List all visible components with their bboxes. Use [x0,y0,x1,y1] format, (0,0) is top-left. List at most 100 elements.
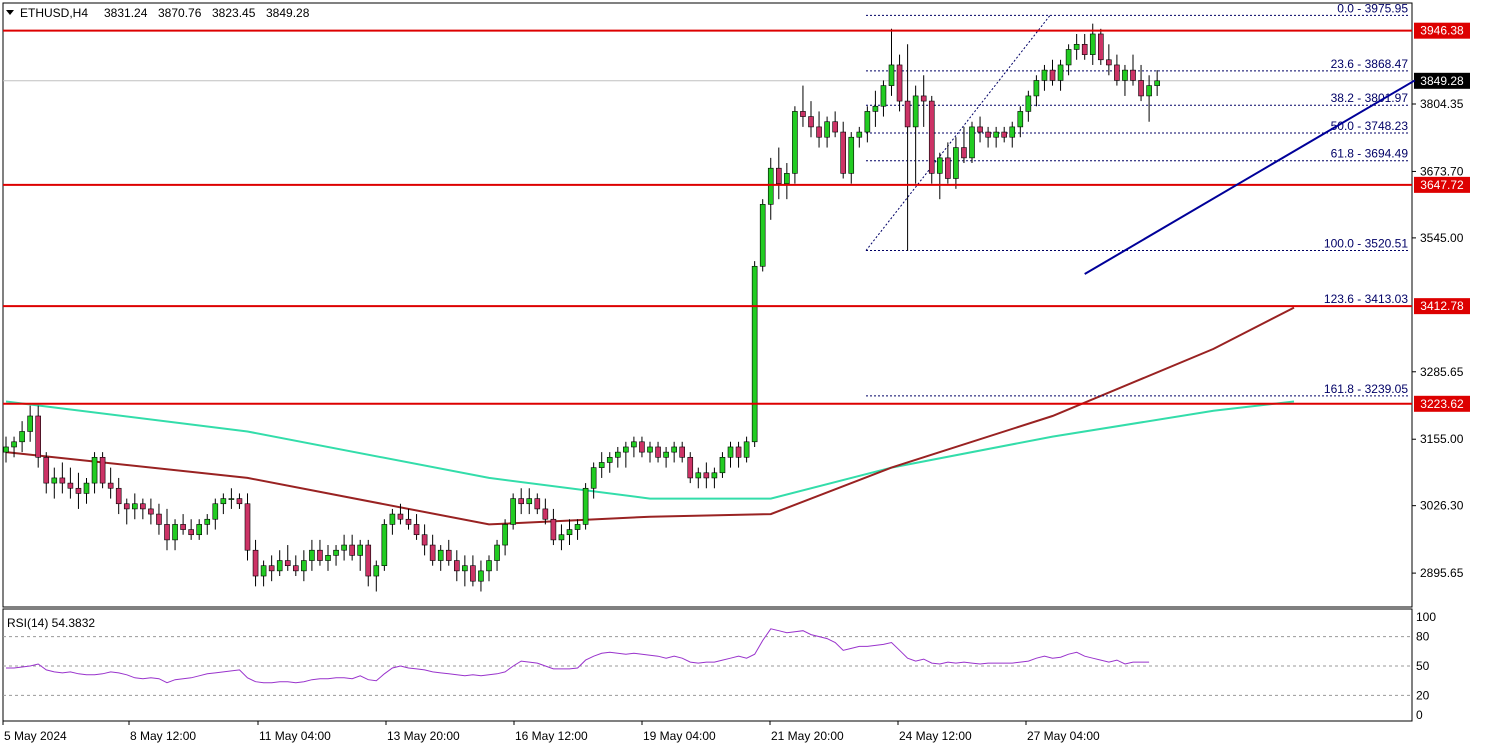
fib-level-label: 0.0 - 3975.95 [1337,1,1408,15]
level-price-badge [1414,395,1470,412]
candle-body [349,544,355,556]
close-value: 3849.28 [266,6,310,20]
candle-body [453,560,460,572]
candle-body [91,456,98,484]
candle-body [1098,33,1104,61]
candle-body [196,524,202,536]
candles [3,23,1160,592]
candle-body [35,415,42,458]
candle-body [792,111,798,174]
current-price-label: 3849.28 [1420,74,1464,88]
candle-body [11,441,17,448]
symbol-label: ETHUSD,H4 [20,6,88,20]
candle-body [904,100,911,128]
x-tick-label: 24 May 12:00 [899,729,972,743]
candle-body [590,467,597,489]
candle-body [292,565,299,572]
candle-body [107,482,114,489]
x-tick-label: 27 May 04:00 [1027,729,1100,743]
fib-level-label: 50.0 - 3748.23 [1331,119,1409,133]
candle-body [284,560,291,567]
candle-body [228,498,235,500]
horizontal-levels[interactable]: 3946.38 3647.72 3412.78 3223.62 3849.28 [3,22,1470,412]
candle-body [767,167,774,205]
candle-body [1049,69,1056,81]
candle-body [566,529,573,536]
candle-body [19,431,25,443]
candle-body [83,482,90,494]
candle-body [437,549,444,561]
y-tick-label: 3285.65 [1420,365,1464,379]
candle-body [413,524,420,536]
main-panel-frame [2,2,1413,608]
candle-body [751,265,758,443]
rsi-label: RSI(14) 54.3832 [7,616,95,630]
candle-body [1138,80,1144,97]
candle-body [775,167,782,184]
candle-body [341,544,347,551]
candle-body [462,565,468,572]
ma-slow-line [5,306,1295,526]
candle-body [928,100,935,174]
bullish-trendline [1084,79,1416,275]
candle-body [977,126,983,133]
candle-body [1017,111,1024,128]
candle-body [1130,69,1136,81]
candle-body [75,487,82,494]
candle-body [429,544,436,561]
price-axis: 3804.35 3673.70 3545.00 3285.65 3155.00 3026.… [1412,97,1464,580]
rsi-tick-label: 50 [1416,659,1430,673]
y-tick-label: 3804.35 [1420,97,1464,111]
candle-body [510,498,516,525]
candle-body [301,560,307,572]
candle-body [623,446,629,453]
candle-body [1122,69,1128,81]
candle-body [373,565,380,577]
y-tick-label: 2895.65 [1420,566,1464,580]
candle-body [872,105,879,112]
y-tick-label: 3026.30 [1420,499,1464,513]
candle-body [333,549,339,556]
candle-body [631,441,637,448]
candle-body [1146,85,1152,97]
candle-body [381,524,388,567]
time-axis: 5 May 2024 8 May 12:00 11 May 04:00 13 May … [2,721,1100,743]
candle-body [317,549,323,561]
candle-body [655,446,661,458]
candle-body [164,524,170,541]
candle-body [115,487,122,505]
candle-body [534,498,541,510]
candle-body [864,111,871,133]
x-tick-label: 5 May 2024 [4,729,67,743]
symbol-dropdown-icon[interactable] [6,10,14,15]
candle-body [1009,126,1016,138]
x-tick-label: 13 May 20:00 [387,729,460,743]
level-price-badge [1414,22,1470,39]
candle-body [1089,33,1096,55]
candle-body [99,456,106,484]
trendline[interactable] [1084,79,1416,275]
candle-body [1106,59,1112,66]
low-value: 3823.45 [212,6,256,20]
candle-body [260,565,267,577]
candle-body [614,451,621,458]
level-price-badge [1414,176,1470,193]
rsi-tick-label: 20 [1416,688,1430,702]
fib-level-label: 161.8 - 3239.05 [1324,382,1408,396]
candle-body [888,64,895,86]
candle-body [647,446,653,453]
ma-fast-line [5,400,1295,500]
x-tick-label: 16 May 12:00 [515,729,588,743]
candle-body [679,446,686,458]
candle-body [953,147,959,179]
candle-body [735,446,742,458]
candle-body [920,95,927,102]
candle-body [526,498,533,505]
candle-body [582,487,589,525]
candle-body [759,204,766,267]
candle-body [800,111,806,117]
rsi-indicator: 100 80 50 20 0 [3,610,1436,722]
candle-body [1057,64,1064,81]
candle-body [832,121,838,133]
